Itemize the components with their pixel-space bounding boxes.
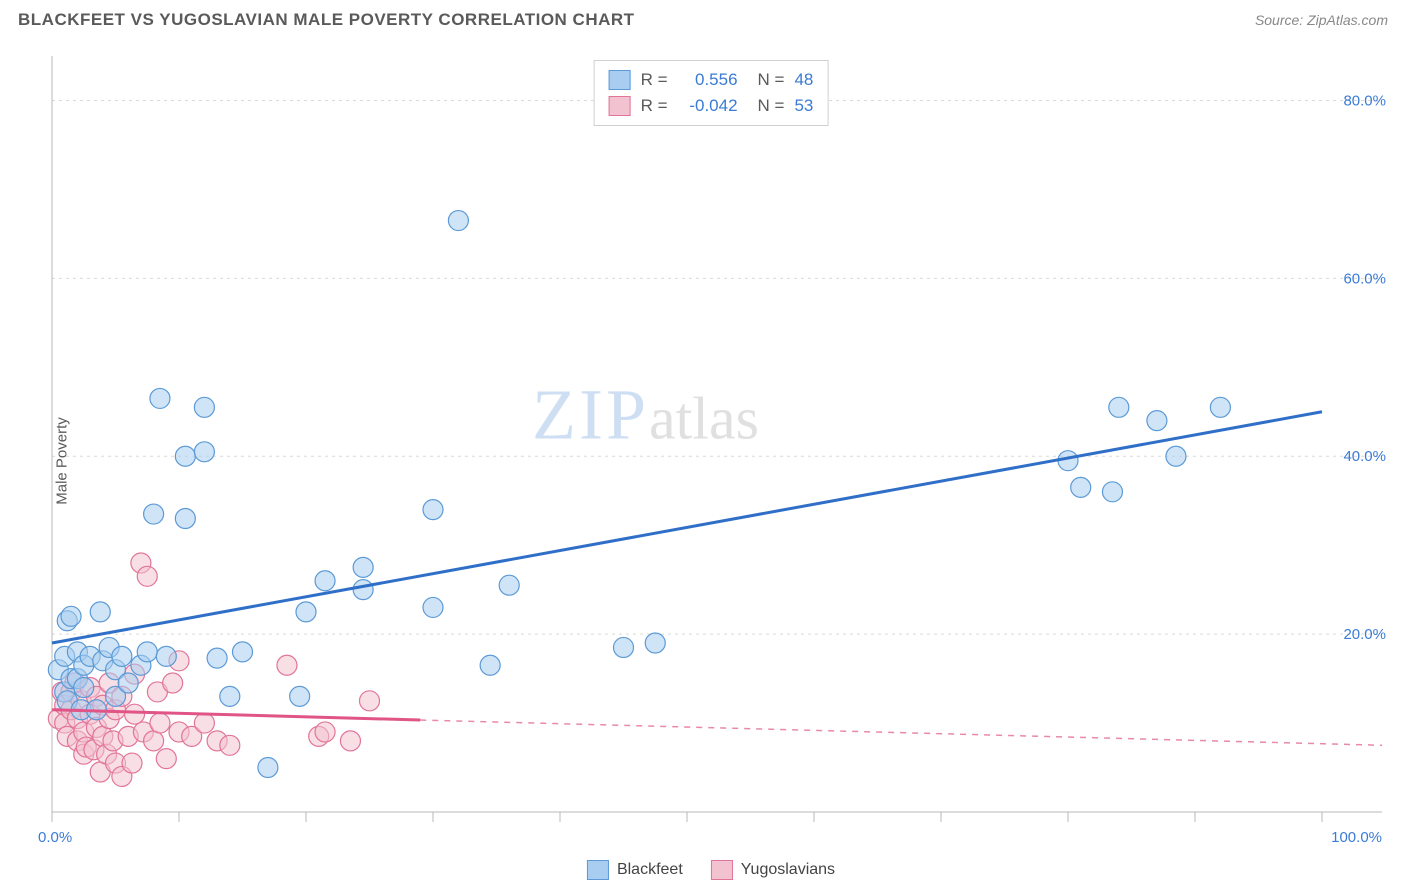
legend-swatch (609, 96, 631, 116)
series-legend-label: Yugoslavians (741, 861, 835, 879)
data-point (194, 713, 214, 733)
data-point (175, 446, 195, 466)
data-point (360, 691, 380, 711)
legend-swatch (587, 860, 609, 880)
watermark: ZIPatlas (532, 374, 759, 454)
chart-container: Male Poverty 20.0% 40.0% 60.0% 80.0% 0.0% 100… (22, 42, 1400, 880)
data-point (480, 655, 500, 675)
data-point (137, 642, 157, 662)
x-tick-label: 0.0% (38, 829, 72, 846)
data-point (220, 735, 240, 755)
data-point (1102, 482, 1122, 502)
legend-n-label: N = (758, 70, 785, 90)
data-point (233, 642, 253, 662)
series-legend: Blackfeet Yugoslavians (587, 860, 835, 880)
legend-n-label: N = (758, 96, 785, 116)
data-point (340, 731, 360, 751)
trend-line-extrapolated (420, 720, 1382, 745)
y-tick-label: 20.0% (1343, 626, 1386, 643)
scatter-plot: 20.0% 40.0% 60.0% 80.0% 0.0% 100.0% ZIPatlas (22, 42, 1400, 880)
data-point (118, 673, 138, 693)
data-point (122, 753, 142, 773)
data-point (74, 677, 94, 697)
data-point (290, 686, 310, 706)
data-point (194, 397, 214, 417)
series-legend-item: Blackfeet (587, 860, 683, 880)
data-point (448, 211, 468, 231)
data-point (645, 633, 665, 653)
legend-n-value: 48 (794, 70, 813, 90)
data-point (163, 673, 183, 693)
data-point (137, 566, 157, 586)
data-point (1109, 397, 1129, 417)
y-tick-label: 60.0% (1343, 270, 1386, 287)
y-tick-label: 40.0% (1343, 448, 1386, 465)
legend-r-value: 0.556 (678, 70, 738, 90)
y-tick-label: 80.0% (1343, 92, 1386, 109)
series-legend-label: Blackfeet (617, 861, 683, 879)
data-point (315, 571, 335, 591)
data-point (1071, 477, 1091, 497)
data-point (258, 758, 278, 778)
data-point (315, 722, 335, 742)
data-point (156, 646, 176, 666)
legend-swatch (711, 860, 733, 880)
data-point (150, 388, 170, 408)
correlation-legend: R = 0.556 N = 48 R = -0.042 N = 53 (594, 60, 829, 126)
data-point (156, 749, 176, 769)
data-point (144, 504, 164, 524)
legend-r-label: R = (641, 96, 668, 116)
x-tick-label: 100.0% (1331, 829, 1382, 846)
data-point (175, 508, 195, 528)
legend-row: R = -0.042 N = 53 (609, 93, 814, 119)
y-axis-label: Male Poverty (53, 417, 70, 505)
data-point (1210, 397, 1230, 417)
data-point (614, 637, 634, 657)
data-point (353, 580, 373, 600)
legend-row: R = 0.556 N = 48 (609, 67, 814, 93)
chart-source: Source: ZipAtlas.com (1255, 12, 1388, 28)
data-point (112, 646, 132, 666)
data-point (499, 575, 519, 595)
legend-swatch (609, 70, 631, 90)
data-point (125, 704, 145, 724)
data-point (1147, 411, 1167, 431)
data-point (61, 606, 81, 626)
legend-n-value: 53 (794, 96, 813, 116)
legend-r-value: -0.042 (678, 96, 738, 116)
data-point (90, 602, 110, 622)
data-point (194, 442, 214, 462)
data-point (423, 597, 443, 617)
data-point (277, 655, 297, 675)
chart-header: BLACKFEET VS YUGOSLAVIAN MALE POVERTY CO… (0, 0, 1406, 36)
data-point (220, 686, 240, 706)
data-point (296, 602, 316, 622)
series-legend-item: Yugoslavians (711, 860, 835, 880)
data-point (150, 713, 170, 733)
data-point (207, 648, 227, 668)
data-point (1166, 446, 1186, 466)
data-point (144, 731, 164, 751)
legend-r-label: R = (641, 70, 668, 90)
chart-title: BLACKFEET VS YUGOSLAVIAN MALE POVERTY CO… (18, 10, 635, 30)
data-point (353, 557, 373, 577)
data-point (423, 500, 443, 520)
